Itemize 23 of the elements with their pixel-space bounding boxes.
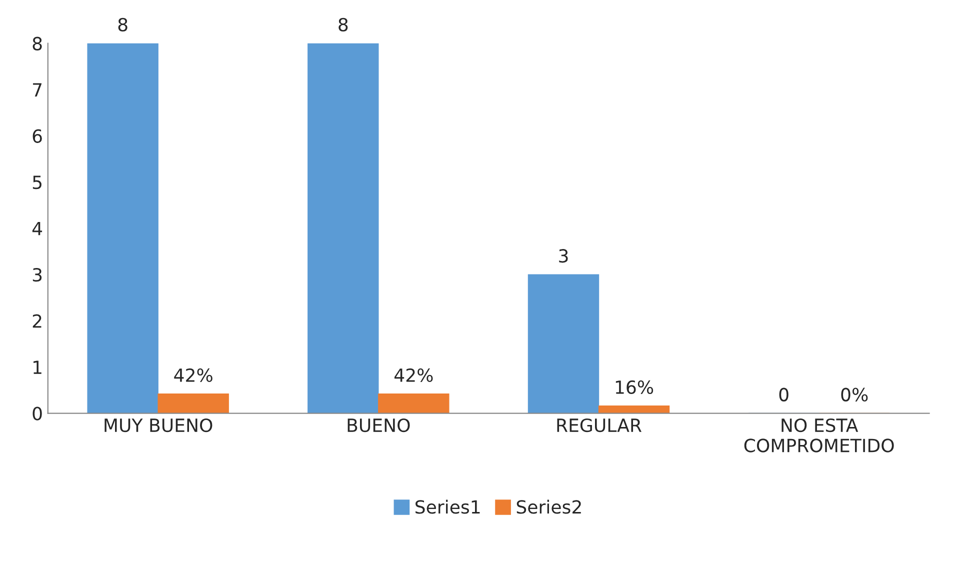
data-label: 8 — [338, 18, 348, 32]
data-label: 42% — [174, 368, 212, 382]
y-tick-label: 6 — [32, 129, 42, 143]
legend-label: Series1 — [416, 500, 480, 514]
data-label: 16% — [616, 380, 654, 394]
x-tick-label: BUENO — [348, 418, 410, 432]
y-tick-label: 5 — [32, 176, 42, 190]
x-tick-label: MUY BUENO — [104, 418, 212, 432]
data-label: 3 — [559, 249, 568, 263]
y-tick-label: 7 — [33, 83, 42, 96]
y-tick-label: 8 — [32, 36, 42, 50]
y-tick-label: 2 — [32, 314, 42, 328]
x-tick-label: NO ESTA COMPROMETIDO — [744, 418, 894, 452]
y-tick-label: 1 — [34, 360, 42, 374]
y-tick-label: 4 — [32, 222, 42, 236]
y-tick-label: 3 — [32, 268, 42, 282]
x-tick-label: REGULAR — [557, 418, 642, 432]
legend-label: Series2 — [516, 500, 581, 514]
data-label: 8 — [118, 18, 128, 32]
data-label: 42% — [394, 368, 433, 382]
data-label: 0 — [779, 388, 788, 402]
data-label: 0% — [841, 388, 868, 402]
y-tick-label: 0 — [32, 406, 42, 420]
